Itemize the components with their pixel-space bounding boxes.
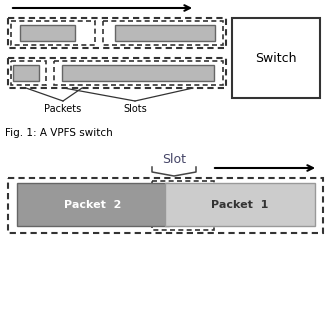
Text: Fig. 1: A VPFS switch: Fig. 1: A VPFS switch xyxy=(5,128,113,138)
Text: Slots: Slots xyxy=(123,104,147,114)
Text: Packet  1: Packet 1 xyxy=(211,199,269,210)
Bar xyxy=(165,183,315,226)
Text: Packets: Packets xyxy=(44,104,82,114)
Text: Switch: Switch xyxy=(255,52,297,65)
Bar xyxy=(62,65,214,81)
Bar xyxy=(13,65,39,81)
Bar xyxy=(20,25,75,41)
Text: Packet  2: Packet 2 xyxy=(64,199,122,210)
Bar xyxy=(17,183,169,226)
Bar xyxy=(232,18,320,98)
Bar xyxy=(115,25,215,41)
Text: Slot: Slot xyxy=(162,153,186,166)
